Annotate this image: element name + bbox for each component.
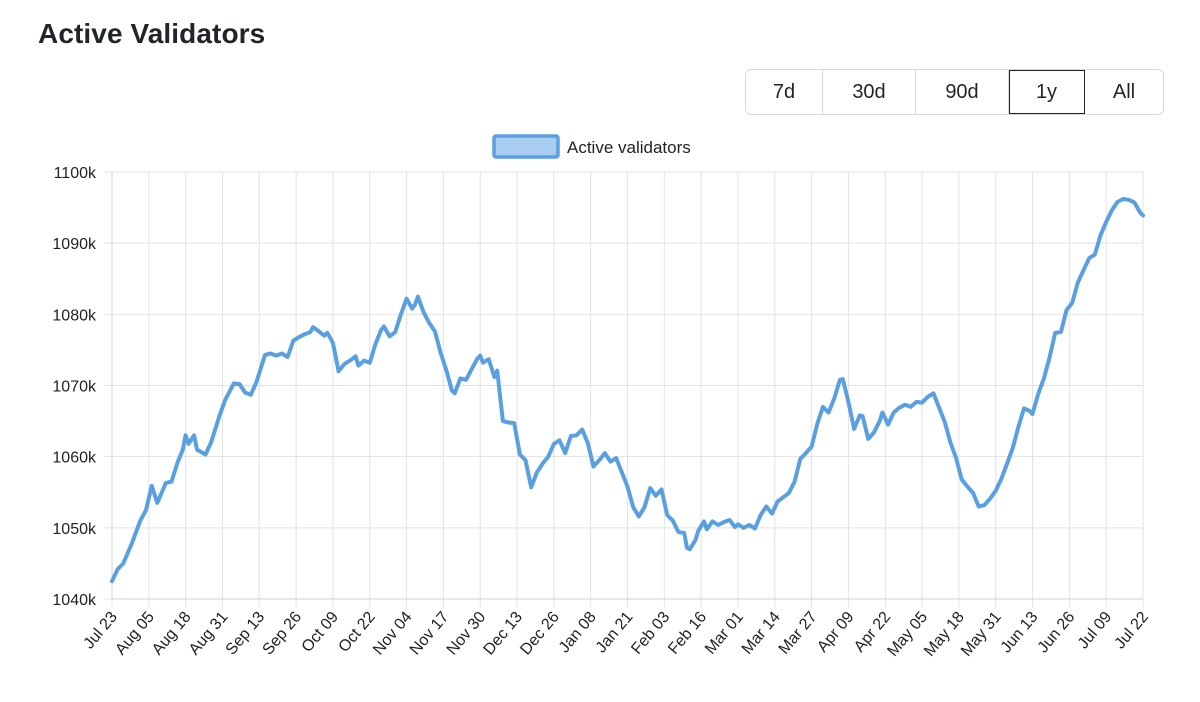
x-tick-label: Oct 09 bbox=[299, 609, 342, 656]
x-tick-label: Dec 26 bbox=[517, 609, 563, 659]
x-tick-label: Feb 03 bbox=[628, 609, 673, 658]
x-tick-label: Jan 08 bbox=[556, 609, 600, 657]
time-range-selector: 7d 30d 90d 1y All bbox=[745, 69, 1164, 115]
range-90d-button[interactable]: 90d bbox=[916, 70, 1009, 114]
range-1y-button[interactable]: 1y bbox=[1009, 70, 1085, 114]
x-tick-label: Jun 26 bbox=[1035, 609, 1079, 657]
y-axis: 1040k 1050k 1060k 1070k 1080k 1090k 1100k bbox=[52, 165, 113, 609]
x-tick-label: Jul 22 bbox=[1112, 609, 1153, 653]
x-tick-label: Apr 09 bbox=[814, 609, 857, 656]
legend-swatch-active-validators bbox=[492, 134, 560, 159]
x-tick-label: Nov 17 bbox=[407, 609, 453, 659]
x-tick-label: Mar 14 bbox=[739, 609, 784, 658]
range-30d-button[interactable]: 30d bbox=[823, 70, 916, 114]
x-tick-label: Jul 09 bbox=[1075, 609, 1116, 653]
x-tick-label: Nov 30 bbox=[444, 609, 490, 659]
x-tick-label: Mar 01 bbox=[702, 609, 747, 658]
x-tick-label: Sep 26 bbox=[260, 609, 306, 659]
range-all-button[interactable]: All bbox=[1085, 70, 1163, 114]
y-tick-label: 1100k bbox=[54, 165, 97, 182]
y-tick-label: 1090k bbox=[52, 236, 97, 253]
series-line-active-validators bbox=[110, 197, 1145, 584]
x-tick-label: Aug 05 bbox=[112, 609, 158, 659]
x-tick-label: Dec 13 bbox=[480, 609, 526, 659]
range-7d-button[interactable]: 7d bbox=[746, 70, 823, 114]
legend-label-active-validators: Active validators bbox=[567, 138, 691, 157]
grid-lines bbox=[104, 171, 1144, 607]
y-tick-label: 1080k bbox=[52, 307, 97, 324]
y-tick-label: 1070k bbox=[52, 379, 97, 396]
x-tick-label: Mar 27 bbox=[776, 609, 821, 658]
x-tick-label: Jun 13 bbox=[998, 609, 1042, 657]
x-tick-label: Nov 04 bbox=[370, 609, 416, 659]
y-tick-label: 1050k bbox=[52, 521, 97, 538]
legend[interactable]: Active validators bbox=[492, 134, 691, 159]
y-tick-label: 1040k bbox=[52, 592, 97, 609]
x-tick-label: Aug 31 bbox=[186, 609, 232, 659]
x-tick-label: Feb 16 bbox=[665, 609, 710, 658]
x-tick-label: Aug 18 bbox=[149, 609, 195, 659]
series-layer bbox=[110, 197, 1145, 584]
x-tick-label: May 31 bbox=[958, 609, 1005, 660]
page-title: Active Validators bbox=[38, 18, 266, 49]
y-tick-label: 1060k bbox=[52, 450, 97, 467]
x-tick-label: Sep 13 bbox=[223, 609, 269, 659]
